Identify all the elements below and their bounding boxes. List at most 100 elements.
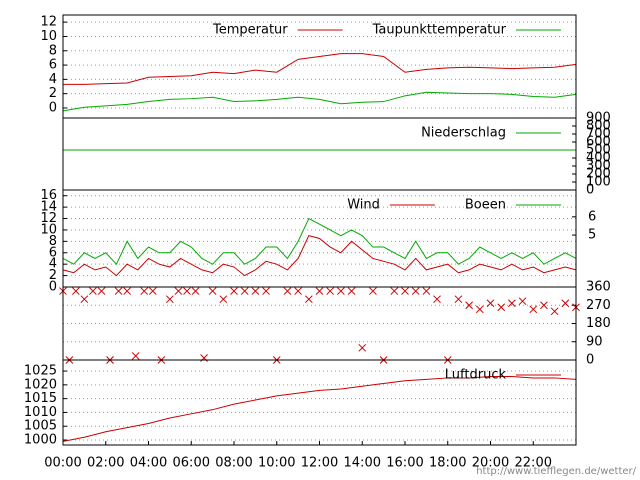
y-tick-label: 90: [586, 334, 603, 349]
direction-mark: [89, 287, 97, 295]
direction-mark: [433, 295, 441, 304]
y-tick-label: 0: [586, 353, 594, 368]
direction-mark: [411, 287, 420, 295]
direction-mark: [561, 299, 570, 308]
y-tick-label: 700: [586, 127, 611, 142]
x-tick-label: 02:00: [87, 456, 124, 471]
series-line: [63, 53, 577, 85]
direction-mark: [529, 305, 538, 314]
direction-mark: [315, 287, 324, 295]
direction-mark: [251, 287, 260, 295]
direction-mark: [114, 287, 123, 295]
direction-mark: [358, 343, 367, 352]
legend-label: Boeen: [465, 198, 506, 213]
direction-mark: [390, 287, 399, 295]
y-tick-label: 4: [49, 72, 57, 87]
y-tick-label: 800: [586, 119, 611, 134]
y-tick-label: 6: [49, 58, 57, 73]
direction-mark: [294, 287, 302, 295]
y-tick-label: 10: [40, 29, 57, 44]
y-tick-label: 1015: [24, 391, 57, 406]
series-line: [62, 217, 577, 266]
direction-mark: [183, 287, 191, 295]
x-tick-label: 10:00: [258, 456, 295, 471]
y-tick-label: 16: [40, 188, 57, 203]
y-tick-label: 2: [49, 268, 57, 283]
y-tick-label: 0: [49, 280, 57, 295]
direction-mark: [337, 287, 345, 295]
direction-mark: [166, 295, 174, 304]
direction-mark: [71, 287, 80, 295]
y-tick-label: 1000: [24, 433, 57, 448]
direction-mark: [174, 287, 183, 295]
x-tick-label: 18:00: [429, 456, 466, 471]
y-tick-label: 12: [40, 15, 57, 30]
direction-mark: [140, 287, 149, 295]
x-tick-label: 14:00: [344, 456, 381, 471]
x-tick-label: 20:00: [472, 456, 509, 471]
direction-mark: [304, 295, 313, 304]
x-tick-label: 16:00: [386, 456, 423, 471]
y-tick-label: 14: [40, 200, 57, 215]
direction-mark: [347, 287, 356, 295]
y-tick-label: 12: [40, 211, 57, 226]
direction-mark: [230, 287, 238, 295]
y-tick-label: 6: [588, 209, 596, 224]
y-tick-label: 300: [586, 159, 611, 174]
direction-mark: [97, 287, 106, 295]
x-tick-label: 22:00: [515, 456, 552, 471]
x-tick-label: 08:00: [215, 456, 252, 471]
direction-mark: [240, 287, 249, 295]
direction-mark: [465, 301, 473, 310]
credit: http://www.tiefflegen.de/wetter/: [476, 466, 636, 477]
y-tick-label: 8: [49, 43, 57, 58]
y-tick-label: 1020: [24, 377, 57, 392]
x-tick-label: 04:00: [130, 456, 167, 471]
y-tick-label: 10: [40, 222, 57, 237]
direction-mark: [497, 303, 506, 312]
legend-label: Wind: [347, 198, 380, 213]
y-tick-label: 500: [586, 143, 611, 158]
series-line: [62, 91, 577, 112]
direction-mark: [80, 295, 89, 304]
y-tick-label: 4: [49, 257, 57, 272]
direction-mark: [262, 287, 270, 295]
direction-mark: [550, 307, 559, 316]
legend-label: Temperatur: [212, 23, 288, 38]
series-line: [62, 376, 577, 442]
direction-mark: [518, 297, 527, 306]
direction-mark: [540, 301, 548, 310]
direction-mark: [369, 287, 377, 295]
direction-mark: [475, 305, 484, 314]
direction-mark: [422, 287, 431, 295]
y-tick-label: 1025: [24, 364, 57, 379]
y-tick-label: 400: [586, 151, 611, 166]
x-tick-label: 12:00: [301, 456, 338, 471]
direction-mark: [131, 352, 140, 360]
series-line: [62, 235, 577, 277]
direction-mark: [283, 287, 292, 295]
y-tick-label: 6: [49, 245, 57, 260]
y-tick-label: 1005: [24, 419, 57, 434]
legend-label: Luftdruck: [445, 368, 507, 383]
direction-mark: [148, 287, 157, 295]
y-tick-label: 200: [586, 167, 611, 182]
legend-label: Niederschlag: [421, 126, 506, 141]
y-tick-label: 100: [586, 175, 611, 190]
direction-mark: [219, 295, 228, 304]
x-tick-label: 00:00: [44, 456, 81, 471]
direction-mark: [486, 299, 495, 308]
direction-mark: [508, 299, 516, 308]
y-tick-label: 5: [588, 228, 596, 243]
y-tick-label: 600: [586, 135, 611, 150]
x-tick-label: 06:00: [173, 456, 210, 471]
direction-mark: [208, 287, 217, 295]
y-tick-label: 8: [49, 234, 57, 249]
legend-label: Taupunkttemperatur: [372, 23, 507, 38]
direction-mark: [401, 287, 409, 295]
y-tick-label: 180: [586, 316, 611, 331]
y-tick-label: 2: [49, 86, 57, 101]
y-tick-label: 0: [49, 100, 57, 115]
y-tick-label: 360: [586, 280, 611, 295]
